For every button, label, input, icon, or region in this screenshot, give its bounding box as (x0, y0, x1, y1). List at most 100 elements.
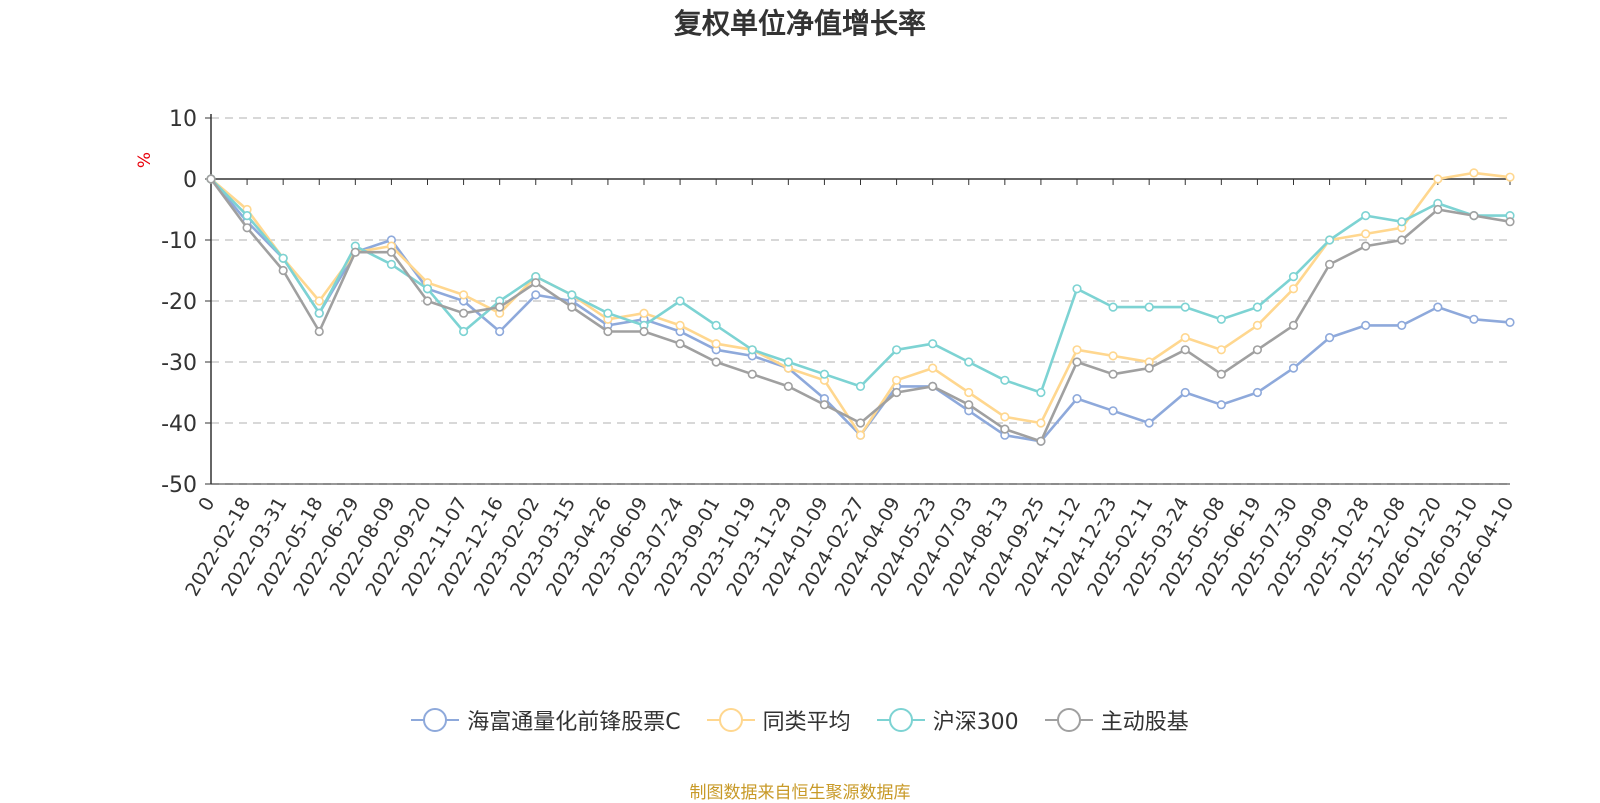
data-point (964, 400, 974, 410)
data-point (675, 320, 685, 331)
data-point (1216, 314, 1226, 324)
legend-item[interactable]: 主动股基 (1044, 704, 1189, 736)
legend-label: 同类平均 (762, 710, 851, 735)
data-point (1288, 320, 1299, 331)
data-point (1036, 387, 1046, 398)
data-point (314, 308, 324, 318)
data-point (1180, 387, 1190, 398)
data-point (891, 387, 902, 398)
data-point (675, 296, 685, 306)
data-point (1252, 320, 1263, 331)
data-point (1288, 363, 1299, 373)
data-point (1397, 217, 1407, 227)
data-point (242, 223, 252, 233)
data-point (1000, 424, 1010, 434)
data-point (1361, 211, 1371, 221)
y-tick-label: -40 (161, 412, 197, 437)
data-point (1397, 320, 1407, 331)
y-tick-label: 10 (169, 107, 197, 132)
data-point (1324, 235, 1335, 245)
data-point (1361, 229, 1371, 239)
data-point (1469, 314, 1479, 324)
line-chart: 100-10-20-30-40-50%02022-02-182022-03-31… (135, 107, 1518, 600)
data-point (639, 308, 649, 318)
data-point (1505, 317, 1515, 327)
x-tick-label: 0 (194, 494, 219, 515)
data-point (711, 357, 721, 367)
data-point (458, 290, 469, 300)
y-tick-label: -10 (161, 229, 197, 254)
legend-item[interactable]: 同类平均 (706, 704, 851, 736)
data-point (675, 339, 685, 349)
data-point (819, 400, 830, 410)
legend: 海富通量化前锋股票C 同类平均 沪深300 主动股基 (0, 704, 1600, 736)
data-point (567, 290, 577, 300)
data-point (1180, 333, 1190, 343)
data-point (567, 302, 577, 312)
chart-title: 复权单位净值增长率 (673, 7, 926, 40)
series-line-2 (210, 171, 1511, 437)
data-point (1180, 302, 1190, 312)
data-point (1072, 345, 1082, 355)
y-tick-label: -50 (161, 473, 197, 498)
data-point (1072, 394, 1082, 404)
data-point (422, 284, 433, 294)
data-point (639, 326, 649, 337)
data-point (458, 308, 469, 318)
data-point (855, 430, 866, 440)
data-point (1072, 284, 1082, 294)
legend-marker-icon (1044, 708, 1093, 732)
legend-item[interactable]: 海富通量化前锋股票C (411, 704, 681, 736)
y-tick-label: -20 (161, 290, 197, 315)
data-point (1144, 302, 1154, 312)
data-point (964, 357, 974, 367)
data-point (1288, 284, 1299, 294)
legend-label: 海富通量化前锋股票C (467, 710, 681, 735)
data-point (1216, 345, 1226, 355)
data-point (1216, 400, 1226, 410)
data-point (1000, 375, 1010, 385)
data-point (964, 387, 974, 398)
data-point (1252, 345, 1263, 355)
data-point (603, 326, 613, 337)
data-point (1505, 172, 1515, 182)
y-tick-label: -30 (161, 351, 197, 376)
data-point (350, 247, 360, 257)
data-point (783, 357, 793, 367)
data-point (1469, 168, 1479, 178)
series-line-1 (210, 178, 1511, 443)
y-tick-label: 0 (183, 168, 197, 193)
legend-marker-icon (876, 708, 925, 732)
data-point (1108, 351, 1118, 361)
legend-item[interactable]: 沪深300 (876, 704, 1019, 736)
data-point (386, 247, 397, 257)
data-point (1036, 418, 1046, 428)
data-point (1108, 369, 1118, 379)
data-point (1397, 235, 1407, 245)
data-point (1216, 369, 1226, 379)
source-note: 制图数据来自恒生聚源数据库 (689, 783, 911, 803)
legend-marker-icon (706, 708, 755, 732)
data-point (1361, 241, 1371, 251)
data-point (386, 259, 397, 270)
data-point (1144, 418, 1154, 428)
data-point (458, 326, 469, 337)
data-point (1108, 406, 1118, 416)
series-line-3 (210, 178, 1510, 394)
data-point (1072, 357, 1082, 367)
data-point (1180, 345, 1190, 355)
series-line-4 (209, 178, 1511, 443)
data-point (928, 381, 938, 392)
data-point (747, 345, 757, 355)
data-point (855, 381, 866, 392)
data-point (495, 326, 505, 337)
data-point (1433, 204, 1443, 215)
data-point (1144, 363, 1154, 373)
data-point (314, 296, 324, 306)
data-point (891, 345, 902, 355)
data-point (242, 211, 252, 221)
data-point (1000, 412, 1010, 422)
data-point (1433, 174, 1443, 184)
legend-label: 主动股基 (1100, 710, 1189, 735)
data-point (1469, 211, 1479, 221)
